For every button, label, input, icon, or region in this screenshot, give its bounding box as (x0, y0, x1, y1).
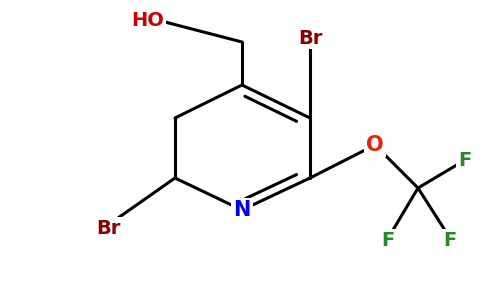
Text: F: F (443, 230, 456, 250)
Text: HO: HO (132, 11, 165, 29)
Text: F: F (458, 151, 471, 169)
Text: O: O (366, 135, 384, 155)
Text: N: N (233, 200, 251, 220)
Text: Br: Br (96, 218, 120, 238)
Text: F: F (381, 230, 394, 250)
Text: Br: Br (298, 28, 322, 47)
